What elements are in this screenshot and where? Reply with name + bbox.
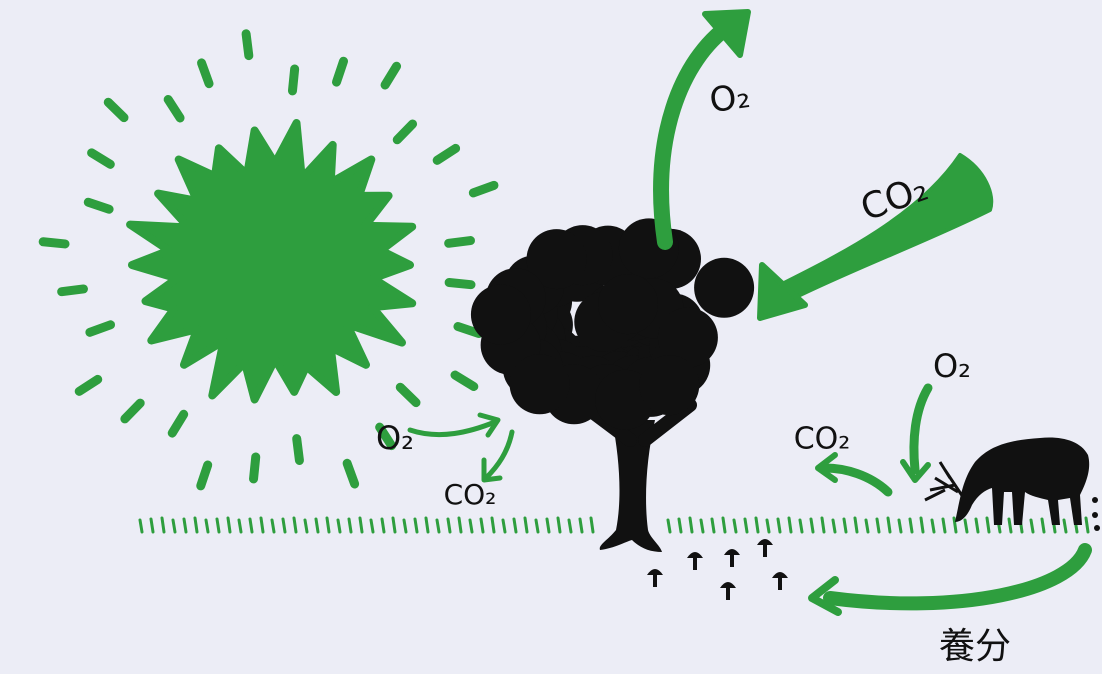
sun-ray: [449, 282, 471, 284]
grass-blade: [283, 519, 285, 532]
crown-lobe: [510, 354, 570, 414]
grass-blade: [965, 520, 967, 532]
sun-ray: [254, 457, 256, 479]
grass-blade: [316, 519, 318, 532]
grass-blade: [822, 518, 824, 532]
grass-blade: [272, 520, 274, 532]
grass-blade: [569, 520, 571, 532]
grass-blade: [723, 518, 725, 532]
grass-blade: [426, 518, 428, 532]
label-nutrients: 養分: [939, 626, 1011, 667]
grass-blade: [712, 519, 714, 532]
grass-blade: [833, 520, 835, 532]
grass-blade: [140, 520, 142, 532]
grass-blade: [327, 518, 329, 532]
grass-blade: [877, 519, 879, 532]
grass-blade: [943, 519, 945, 532]
sun-ray: [62, 289, 84, 292]
grass-blade: [1031, 520, 1033, 532]
grass-blade: [811, 519, 813, 532]
grass-blade: [250, 519, 252, 532]
grass-blade: [393, 518, 395, 532]
grass-blade: [580, 519, 582, 532]
grass-blade: [866, 520, 868, 532]
grass-blade: [228, 518, 230, 532]
grass-blade: [217, 519, 219, 532]
grass-blade: [888, 518, 890, 532]
grass-blade: [734, 520, 736, 532]
grass-blade: [789, 518, 791, 532]
grass-blade: [536, 520, 538, 532]
grass-blade: [558, 518, 560, 532]
grass-blade: [668, 520, 670, 532]
grass-blade: [690, 518, 692, 532]
grass-blade: [404, 520, 406, 532]
grass-blade: [525, 518, 527, 532]
dot: [1092, 512, 1098, 518]
sun-ray: [297, 439, 300, 461]
grass-blade: [778, 519, 780, 532]
grass-blade: [470, 520, 472, 532]
grass-blade: [800, 520, 802, 532]
sun-ray: [246, 34, 249, 56]
grass-blade: [459, 518, 461, 532]
grass-blade: [195, 518, 197, 532]
label-o2: O₂: [707, 76, 753, 121]
crown-lobe: [639, 355, 699, 415]
grass-blade: [492, 518, 494, 532]
grass-blade: [976, 519, 978, 532]
grass-blade: [1009, 519, 1011, 532]
grass-blade: [206, 520, 208, 532]
grass-blade: [514, 519, 516, 532]
grass-blade: [679, 519, 681, 532]
label-o2: O₂: [933, 347, 971, 385]
label-co2: CO₂: [444, 478, 497, 511]
grass-blade: [415, 519, 417, 532]
carbon-cycle-illustration: O₂ CO₂ O₂ CO₂ O₂ CO₂ 養分: [0, 0, 1102, 674]
grass-blade: [591, 518, 593, 532]
grass-blade: [844, 519, 846, 532]
grass-blade: [899, 520, 901, 532]
grass-blade: [767, 520, 769, 532]
grass-blade: [239, 520, 241, 532]
grass-blade: [481, 519, 483, 532]
grass-blade: [932, 520, 934, 532]
grass-blade: [162, 518, 164, 532]
grass-blade: [987, 518, 989, 532]
grass-blade: [360, 518, 362, 532]
label-co2: CO₂: [794, 422, 851, 457]
dot: [1094, 525, 1100, 531]
crown-lobe: [598, 274, 658, 334]
grass-blade: [701, 520, 703, 532]
grass-blade: [173, 520, 175, 532]
grass-blade: [503, 520, 505, 532]
grass-blade: [745, 519, 747, 532]
crown-lobe: [471, 285, 531, 345]
grass-blade: [184, 519, 186, 532]
grass-blade: [756, 518, 758, 532]
sun-ray: [449, 241, 471, 244]
grass-blade: [448, 519, 450, 532]
grass-blade: [921, 518, 923, 532]
grass-blade: [349, 519, 351, 532]
dot: [1092, 497, 1098, 503]
grass-blade: [294, 518, 296, 532]
grass-blade: [261, 518, 263, 532]
grass-blade: [371, 520, 373, 532]
grass-blade: [910, 519, 912, 532]
sun-ray: [43, 242, 65, 244]
crown-lobe: [694, 258, 754, 318]
grass-blade: [1064, 520, 1066, 532]
grass-blade: [547, 519, 549, 532]
grass-blade: [382, 519, 384, 532]
grass-blade: [437, 520, 439, 532]
grass-blade: [151, 519, 153, 532]
grass-blade: [1042, 519, 1044, 532]
grass-blade: [1086, 518, 1088, 532]
grass-blade: [338, 520, 340, 532]
sun-ray: [292, 69, 294, 91]
label-o2: O₂: [376, 419, 414, 457]
grass-blade: [305, 520, 307, 532]
grass-blade: [855, 518, 857, 532]
